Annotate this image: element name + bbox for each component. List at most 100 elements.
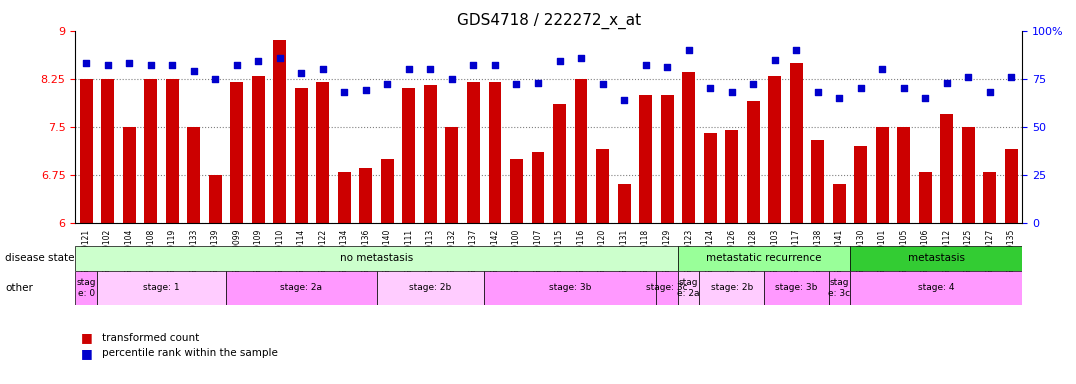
Point <box>336 89 353 95</box>
Bar <box>661 95 674 384</box>
Point <box>615 97 633 103</box>
Bar <box>230 82 243 384</box>
Point <box>185 68 202 74</box>
Text: stag
e: 3c: stag e: 3c <box>829 278 850 298</box>
Title: GDS4718 / 222272_x_at: GDS4718 / 222272_x_at <box>456 13 641 29</box>
Bar <box>144 79 157 384</box>
FancyBboxPatch shape <box>656 271 678 305</box>
FancyBboxPatch shape <box>75 246 678 271</box>
FancyBboxPatch shape <box>678 271 699 305</box>
Bar <box>639 95 652 384</box>
Bar <box>833 184 846 384</box>
Bar <box>273 40 286 384</box>
Bar <box>983 172 996 384</box>
Bar <box>618 184 631 384</box>
Point <box>314 66 331 72</box>
FancyBboxPatch shape <box>97 271 226 305</box>
Bar <box>854 146 867 384</box>
Bar <box>101 79 114 384</box>
Bar <box>768 76 781 384</box>
Bar <box>682 72 695 384</box>
Text: stage: 3b: stage: 3b <box>549 283 592 293</box>
Point <box>895 85 912 91</box>
Point <box>77 60 95 66</box>
Bar <box>295 88 308 384</box>
Point <box>357 87 374 93</box>
Point <box>809 89 826 95</box>
FancyBboxPatch shape <box>699 271 764 305</box>
FancyBboxPatch shape <box>678 246 850 271</box>
Point <box>659 64 676 70</box>
Point <box>99 62 116 68</box>
Bar <box>381 159 394 384</box>
Text: stage: 2b: stage: 2b <box>710 283 753 293</box>
Point <box>164 62 181 68</box>
Bar <box>166 79 179 384</box>
Text: stag
e: 0: stag e: 0 <box>76 278 96 298</box>
Point <box>723 89 740 95</box>
Text: stag
e: 2a: stag e: 2a <box>678 278 699 298</box>
Point <box>766 56 783 63</box>
Text: metastasis: metastasis <box>908 253 964 263</box>
Point <box>572 55 590 61</box>
Point <box>680 47 697 53</box>
Bar <box>596 149 609 384</box>
FancyBboxPatch shape <box>377 271 484 305</box>
Bar <box>316 82 329 384</box>
Text: stage: 2a: stage: 2a <box>280 283 323 293</box>
Bar <box>532 152 544 384</box>
Point <box>422 66 439 72</box>
FancyBboxPatch shape <box>850 271 1022 305</box>
Bar <box>811 139 824 384</box>
Bar <box>747 101 760 384</box>
Point <box>508 81 525 88</box>
Point <box>443 76 461 82</box>
Bar <box>80 79 93 384</box>
Point <box>142 62 159 68</box>
Point <box>745 81 762 88</box>
Text: stage: 3c: stage: 3c <box>647 283 688 293</box>
Text: ■: ■ <box>81 347 93 360</box>
Point <box>917 95 934 101</box>
Bar <box>445 127 458 384</box>
Point <box>228 62 245 68</box>
Bar <box>187 127 200 384</box>
Bar <box>359 168 372 384</box>
Point <box>702 85 719 91</box>
Text: stage: 2b: stage: 2b <box>409 283 452 293</box>
Bar <box>123 127 136 384</box>
FancyBboxPatch shape <box>850 246 1022 271</box>
Bar <box>252 76 265 384</box>
FancyBboxPatch shape <box>484 271 656 305</box>
Bar <box>790 63 803 384</box>
Bar <box>962 127 975 384</box>
Point <box>831 95 848 101</box>
Point <box>788 47 805 53</box>
Bar <box>489 82 501 384</box>
Bar <box>897 127 910 384</box>
Point <box>400 66 417 72</box>
Text: stage: 4: stage: 4 <box>918 283 954 293</box>
Point <box>960 74 977 80</box>
Point <box>293 70 310 76</box>
Point <box>637 62 654 68</box>
Text: disease state: disease state <box>5 253 75 263</box>
Bar <box>467 82 480 384</box>
Bar <box>1005 149 1018 384</box>
Point <box>250 58 267 65</box>
Text: other: other <box>5 283 33 293</box>
Text: transformed count: transformed count <box>102 333 199 343</box>
Text: no metastasis: no metastasis <box>340 253 413 263</box>
Bar <box>424 85 437 384</box>
Bar <box>402 88 415 384</box>
FancyBboxPatch shape <box>75 271 97 305</box>
Point <box>486 62 504 68</box>
Point <box>271 55 288 61</box>
Bar <box>553 104 566 384</box>
Bar <box>919 172 932 384</box>
Point <box>594 81 611 88</box>
Bar <box>209 175 222 384</box>
Bar <box>725 130 738 384</box>
Bar <box>876 127 889 384</box>
Point <box>1003 74 1020 80</box>
